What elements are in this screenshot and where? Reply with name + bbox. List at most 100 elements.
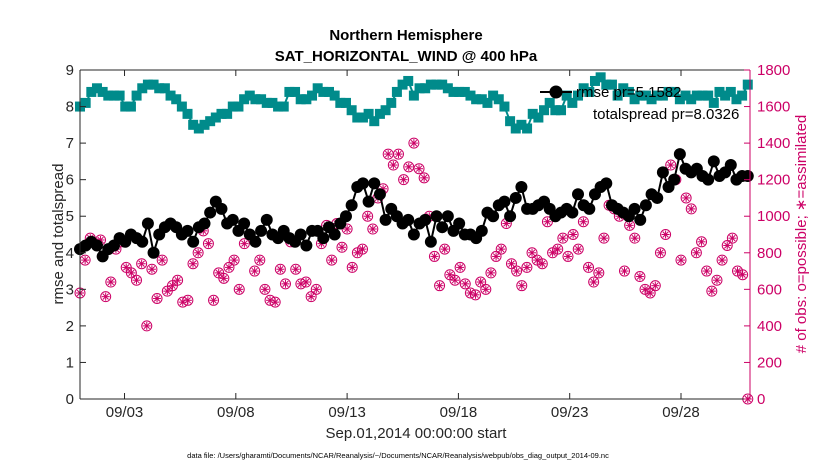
spread-point [623,86,634,97]
spread-point [244,90,255,101]
obs-assimilated-point [651,281,660,290]
spread-point [516,119,527,130]
spread-point [550,105,561,116]
obs-possible-point [696,236,708,248]
spread-point [601,79,612,90]
obs-assimilated-point [307,292,316,301]
obs-assimilated-point [589,278,598,287]
obs-possible-point [685,203,697,215]
obs-assimilated-point [276,265,285,274]
obs-assimilated-point [327,256,336,265]
obs-possible-point [218,272,230,284]
obs-assimilated-point [415,164,424,173]
rmse-point [187,235,200,248]
obs-possible-point [387,159,399,171]
obs-assimilated-point [122,263,131,272]
obs-assimilated-point [594,268,603,277]
obs-possible-point [470,289,482,301]
spread-point [318,86,329,97]
spread-point [459,86,470,97]
spread-point [669,86,680,97]
obs-assimilated-point [522,263,531,272]
obs-possible-point [208,294,220,306]
obs-assimilated-point [533,256,542,265]
rmse-point [424,235,437,248]
obs-possible-point [690,247,702,259]
obs-assimilated-point [430,252,439,261]
spread-point [635,90,646,101]
x-tick-label: 09/23 [551,404,589,421]
spread-point [227,101,238,112]
rmse-point [634,213,647,226]
spread-point [307,90,318,101]
rmse-point [141,217,154,230]
spread-point [420,83,431,94]
chart-subtitle: SAT_HORIZONTAL_WIND @ 400 hPa [275,48,538,65]
spread-point [442,83,453,94]
legend-rmse-marker [549,85,563,99]
rmse-point [509,191,522,204]
obs-assimilated-point [343,225,352,234]
spread-point [731,94,742,105]
obs-assimilated-point [538,259,547,268]
rmse-point [356,177,369,190]
obs-assimilated-point [558,234,567,243]
spread-point [391,86,402,97]
obs-possible-point [254,254,266,266]
rmse-point [402,213,415,226]
spread-point [340,97,351,108]
obs-possible-point [526,247,538,259]
obs-possible-point [711,274,723,286]
rmse-point [226,213,239,226]
obs-assimilated-point [738,270,747,279]
spread-point [233,101,244,112]
spread-point [397,79,408,90]
rmse-point [566,206,579,219]
spread-point [131,90,142,101]
spread-point [742,79,753,90]
series-layer [74,72,754,405]
spread-point [369,116,380,127]
obs-possible-point [156,254,168,266]
spread-point [273,101,284,112]
obs-assimilated-point [384,150,393,159]
rmse-point [345,199,358,212]
obs-assimilated-point [666,161,675,170]
spread-point [363,108,374,119]
rmse-point [215,202,228,215]
obs-assimilated-point [584,263,593,272]
obs-possible-point [726,232,738,244]
obs-possible-point [172,274,184,286]
y-right-tick-label: 0 [757,391,765,408]
obs-assimilated-point [173,276,182,285]
obs-possible-point [593,267,605,279]
spread-point [584,86,595,97]
rmse-point [90,239,103,252]
spread-point [640,90,651,101]
obs-possible-point [274,263,286,275]
spread-point [737,90,748,101]
spread-point [437,79,448,90]
spread-point [86,86,97,97]
obs-assimilated-point [358,245,367,254]
ticks-layer: 09/03 09/08 09/13 09/18 09/23 09/28 0 1 2 3 4 5 6 7 8 9… [66,62,791,421]
obs-assimilated-point [224,263,233,272]
obs-possible-point [131,274,143,286]
spread-point [125,101,136,112]
spread-point [374,108,385,119]
obs-assimilated-point [260,285,269,294]
data-file-footnote: data file: /Users/gharamti/Documents/NCA… [187,451,609,460]
obs-assimilated-point [456,263,465,272]
spread-point [691,90,702,101]
obs-assimilated-point [461,279,470,288]
rmse-point [430,210,443,223]
spread-point [629,94,640,105]
obs-assimilated-point [368,225,377,234]
obs-assimilated-point [230,256,239,265]
obs-assimilated-point [497,245,506,254]
x-axis-label: Sep.01,2014 00:00:00 start [326,425,508,442]
obs-possible-point [182,294,194,306]
obs-possible-point [567,229,579,240]
y-left-tick-label: 9 [66,62,74,79]
obs-possible-point [300,276,312,288]
